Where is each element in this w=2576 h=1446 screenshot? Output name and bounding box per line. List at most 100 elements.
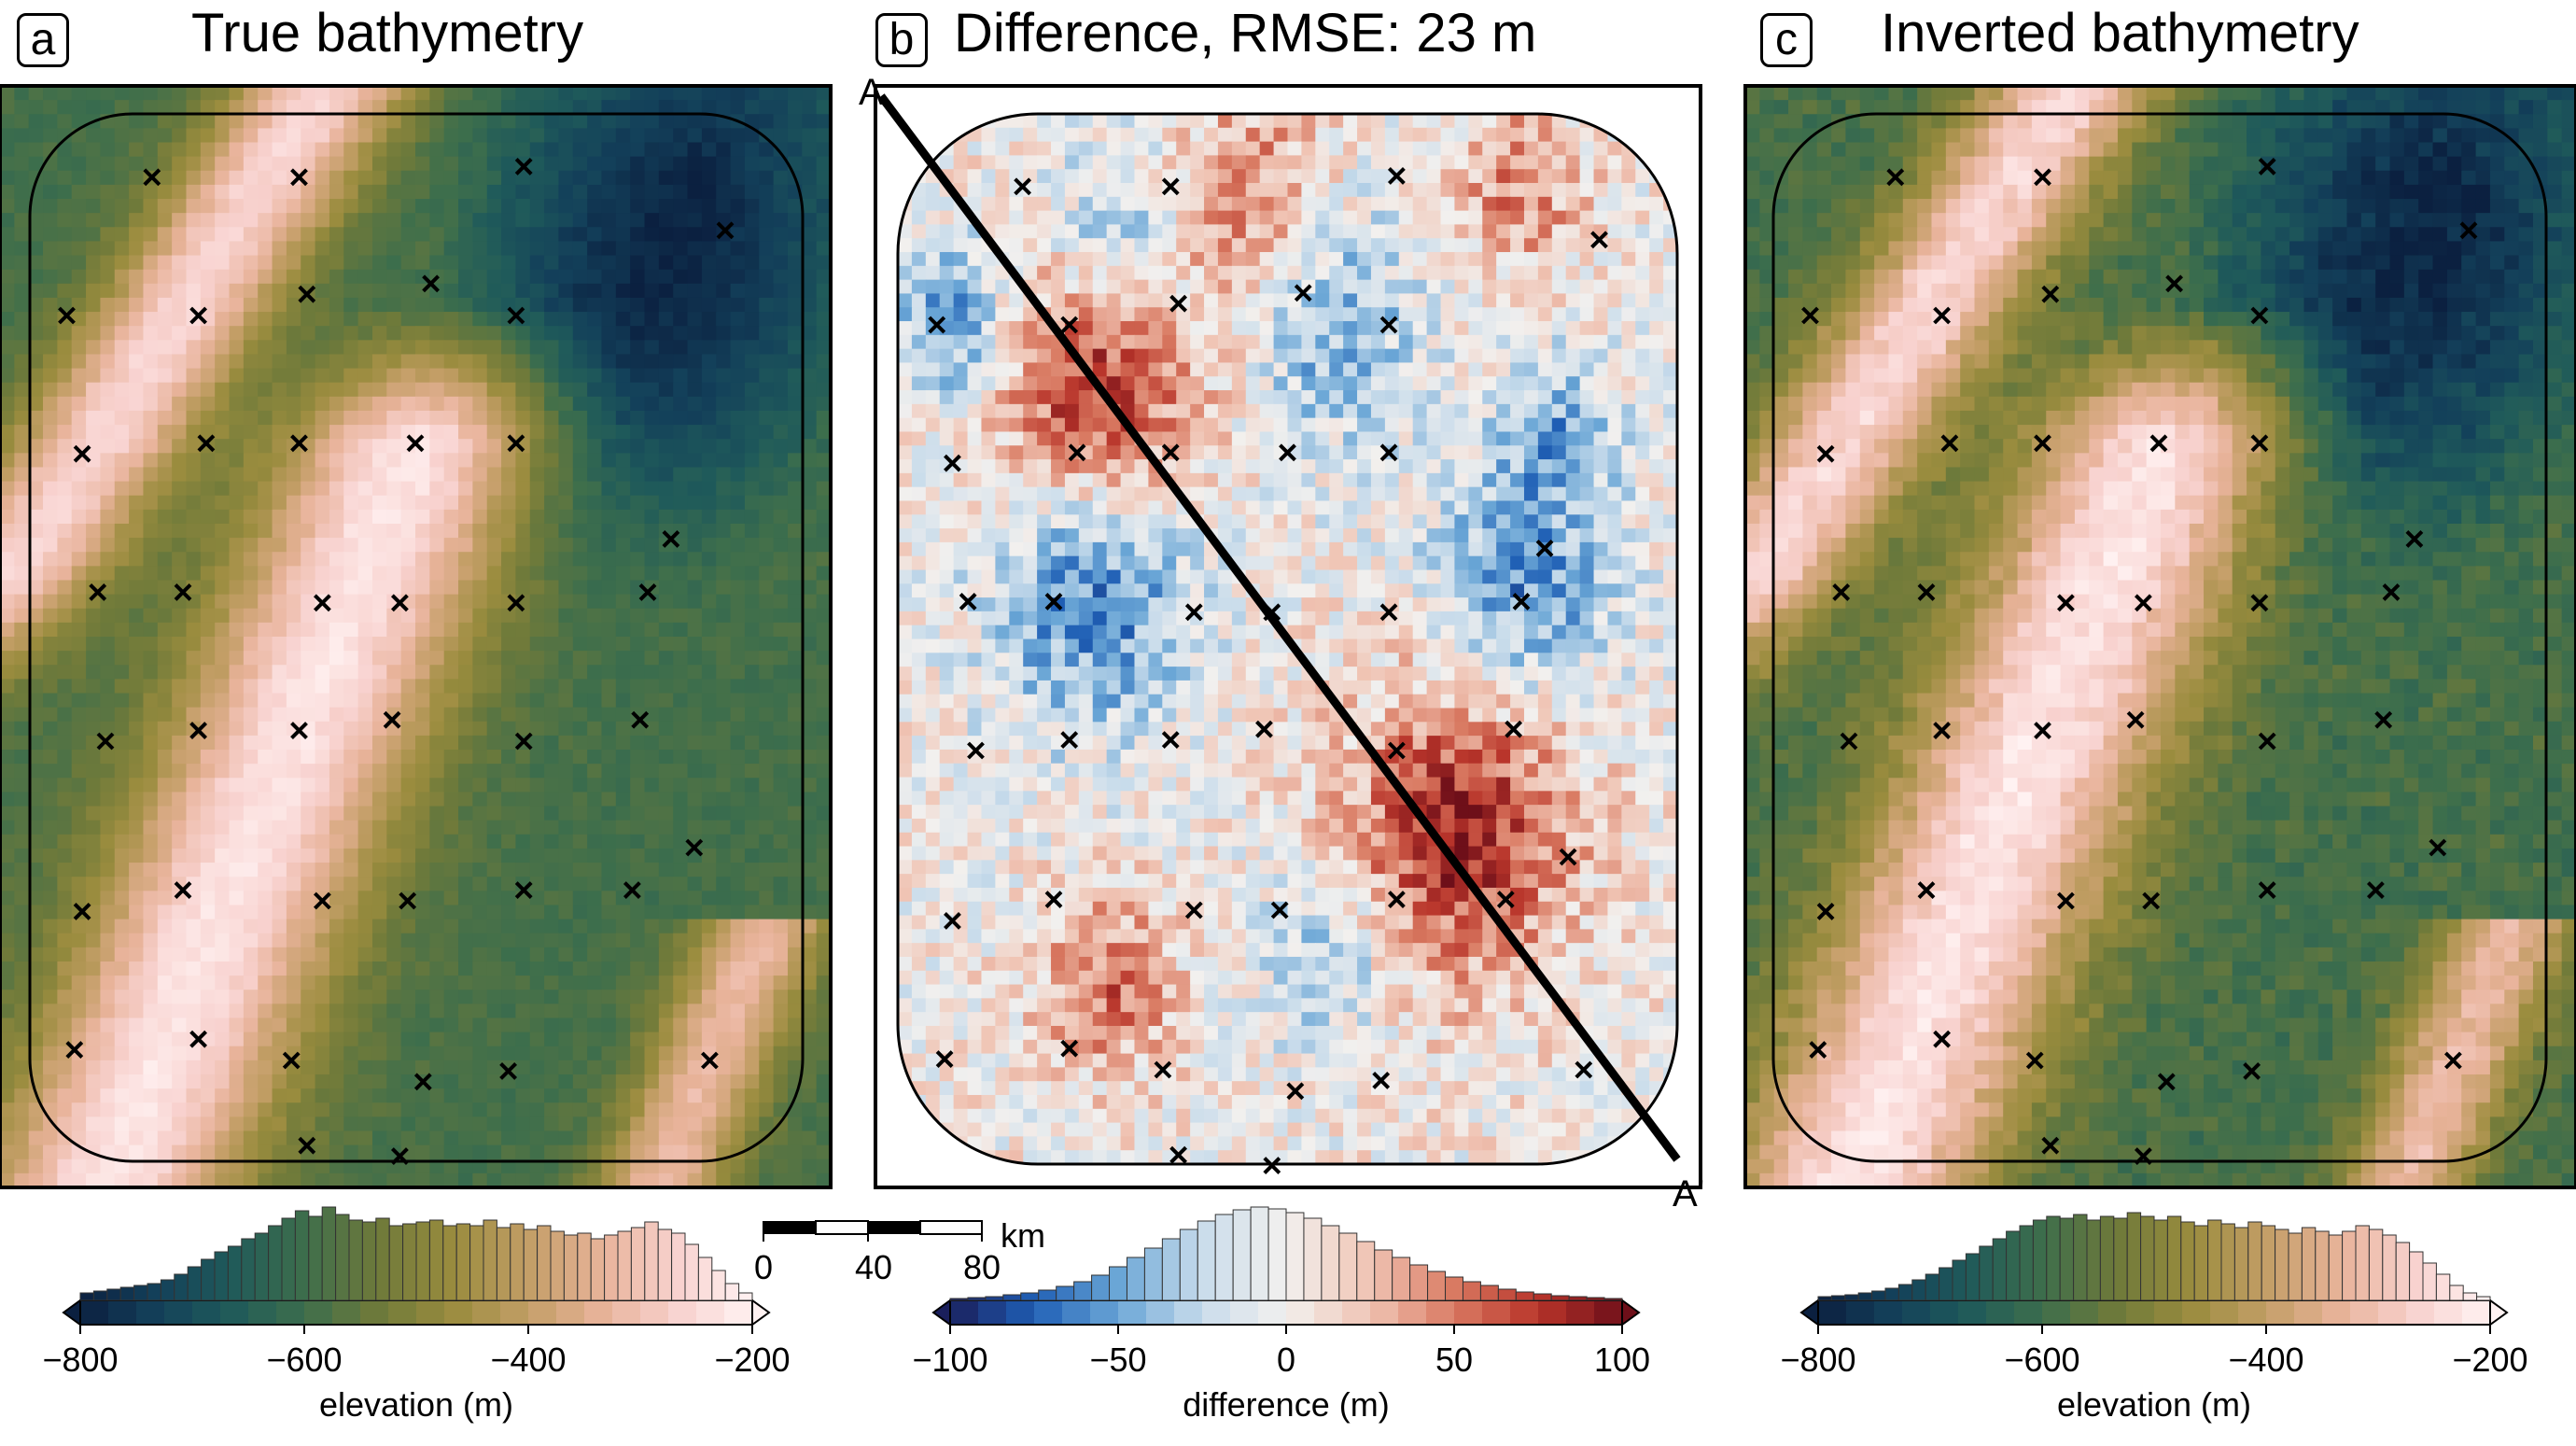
grid-cell — [644, 1102, 660, 1117]
grid-cell — [644, 863, 660, 877]
grid-cell — [100, 410, 116, 426]
grid-cell — [28, 114, 44, 129]
grid-cell — [1607, 155, 1622, 170]
grid-cell — [371, 283, 387, 299]
grid-cell — [687, 241, 703, 257]
grid-cell — [472, 170, 488, 186]
grid-cell — [315, 961, 330, 976]
grid-cell — [744, 877, 760, 891]
grid-cell — [615, 255, 631, 271]
grid-cell — [229, 439, 245, 454]
grid-cell — [86, 1004, 102, 1019]
grid-cell — [773, 523, 789, 539]
grid-cell — [744, 792, 760, 807]
grid-cell — [1412, 155, 1428, 170]
grid-cell — [544, 326, 560, 341]
grid-cell — [429, 961, 445, 976]
grid-cell — [386, 679, 402, 695]
grid-cell — [744, 594, 760, 610]
grid-cell — [658, 382, 674, 398]
grid-cell — [458, 707, 473, 723]
grid-cell — [258, 552, 273, 567]
grid-cell — [601, 1088, 617, 1103]
grid-cell — [258, 170, 273, 186]
grid-cell — [386, 792, 402, 807]
grid-cell — [415, 566, 430, 582]
grid-cell — [114, 354, 130, 370]
grid-cell — [587, 848, 603, 863]
grid-cell — [1245, 141, 1261, 157]
grid-cell — [343, 693, 359, 709]
grid-cell — [472, 128, 488, 144]
grid-cell — [773, 679, 789, 695]
grid-cell — [529, 481, 545, 497]
grid-cell — [200, 1102, 216, 1117]
grid-cell — [86, 1172, 102, 1187]
grid-cell — [229, 976, 245, 990]
grid-cell — [730, 340, 746, 356]
grid-cell — [716, 1102, 732, 1117]
grid-cell — [86, 199, 102, 214]
grid-cell — [587, 283, 603, 299]
grid-cell — [658, 1144, 674, 1160]
grid-cell — [630, 891, 646, 906]
grid-cell — [953, 141, 969, 157]
grid-cell — [443, 679, 459, 695]
grid-cell — [558, 1144, 574, 1160]
grid-cell — [357, 552, 373, 567]
grid-cell — [400, 1074, 416, 1089]
grid-cell — [100, 481, 116, 497]
grid-cell — [343, 778, 359, 793]
grid-cell — [501, 764, 517, 779]
grid-cell — [157, 128, 173, 144]
grid-cell — [558, 523, 574, 539]
grid-cell — [587, 679, 603, 695]
grid-cell — [1523, 114, 1539, 129]
grid-cell — [200, 933, 216, 948]
grid-cell — [243, 142, 259, 158]
grid-cell — [1245, 183, 1261, 198]
grid-cell — [272, 933, 287, 948]
grid-cell — [759, 396, 775, 412]
grid-cell — [1468, 183, 1483, 198]
grid-cell — [386, 1074, 402, 1089]
grid-cell — [759, 622, 775, 638]
grid-cell — [243, 199, 259, 214]
grid-cell — [157, 1172, 173, 1187]
grid-cell — [529, 213, 545, 228]
grid-cell — [802, 1032, 818, 1047]
grid-cell — [673, 750, 689, 765]
grid-cell — [615, 608, 631, 624]
grid-cell — [172, 792, 188, 807]
grid-cell — [486, 199, 502, 214]
grid-cell — [759, 750, 775, 765]
grid-cell — [1496, 155, 1511, 170]
grid-cell — [529, 764, 545, 779]
grid-cell — [143, 608, 159, 624]
grid-cell — [386, 538, 402, 553]
grid-cell — [43, 453, 58, 469]
grid-cell — [816, 990, 831, 1004]
grid-cell — [0, 594, 15, 610]
grid-cell — [615, 326, 631, 341]
grid-cell — [687, 382, 703, 398]
grid-cell — [558, 651, 574, 666]
grid-cell — [744, 297, 760, 313]
grid-cell — [443, 877, 459, 891]
grid-cell — [673, 86, 689, 101]
grid-cell — [1621, 155, 1636, 170]
grid-cell — [443, 453, 459, 469]
grid-cell — [186, 608, 202, 624]
grid-cell — [100, 453, 116, 469]
grid-cell — [701, 495, 717, 511]
grid-cell — [43, 199, 58, 214]
grid-cell — [1009, 127, 1024, 143]
grid-cell — [14, 594, 30, 610]
grid-cell — [673, 1116, 689, 1132]
grid-cell — [28, 608, 44, 624]
grid-cell — [200, 919, 216, 934]
grid-cell — [315, 877, 330, 891]
grid-cell — [472, 735, 488, 751]
grid-cell — [172, 933, 188, 948]
grid-cell — [759, 1172, 775, 1187]
